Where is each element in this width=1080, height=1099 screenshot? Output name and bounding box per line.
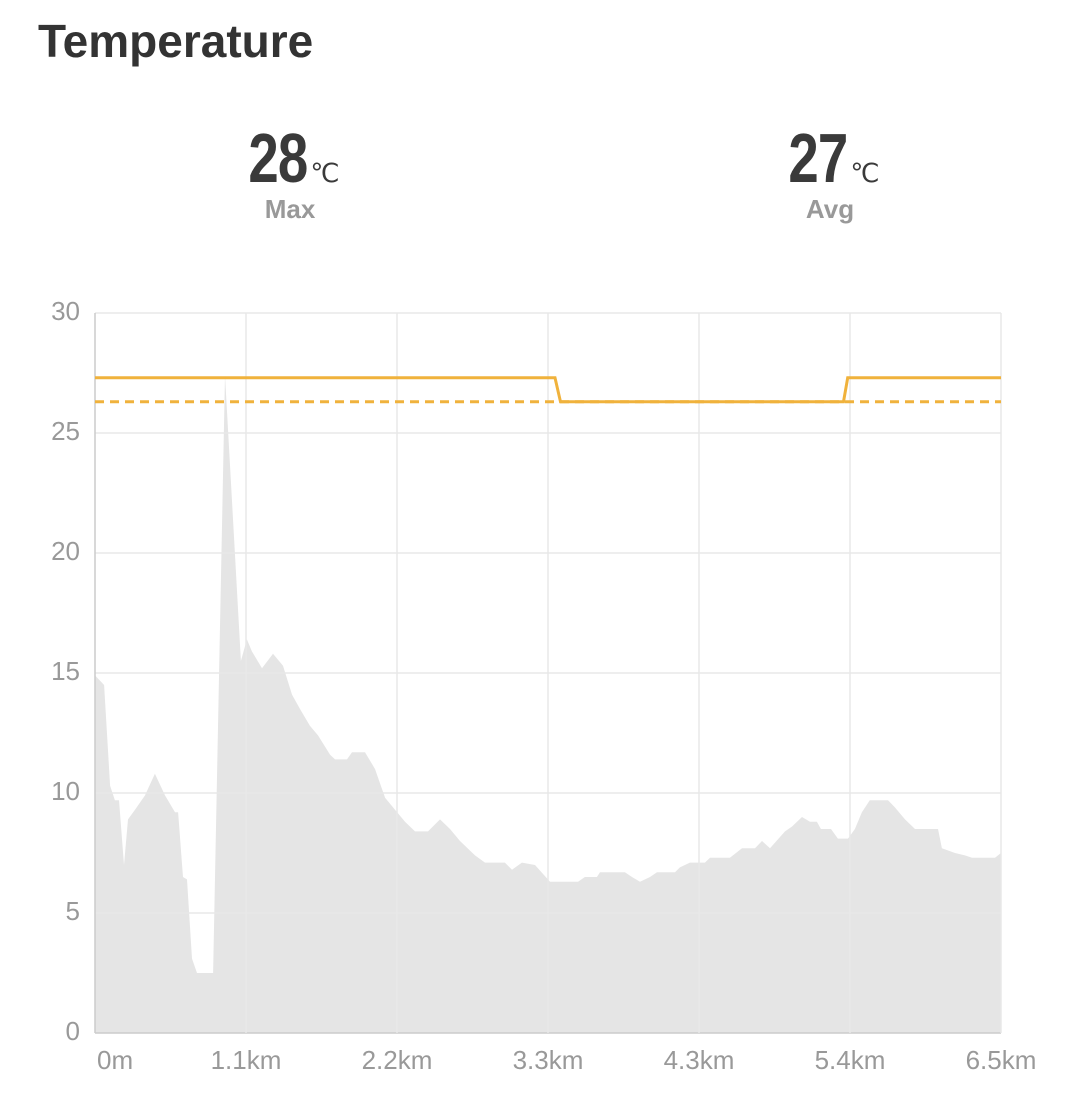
x-tick-label: 3.3km xyxy=(513,1045,584,1075)
x-tick-label: 0m xyxy=(97,1045,133,1075)
stat-unit: ℃ xyxy=(310,158,340,188)
y-tick-label: 10 xyxy=(51,776,80,806)
x-tick-label: 1.1km xyxy=(211,1045,282,1075)
x-tick-label: 5.4km xyxy=(815,1045,886,1075)
stat-label: Avg xyxy=(805,194,855,224)
stat-max: 28℃ Max xyxy=(140,118,440,225)
y-tick-label: 30 xyxy=(51,296,80,326)
stat-value: 28 xyxy=(248,119,309,197)
stat-value: 27 xyxy=(788,119,849,197)
y-tick-label: 15 xyxy=(51,656,80,686)
stat-unit: ℃ xyxy=(850,158,880,188)
x-tick-label: 4.3km xyxy=(664,1045,735,1075)
stat-avg: 27℃ Avg xyxy=(680,118,980,225)
x-tick-label: 6.5km xyxy=(966,1045,1037,1075)
page-title: Temperature xyxy=(38,15,314,67)
area xyxy=(95,375,1001,1033)
x-tick-label: 2.2km xyxy=(362,1045,433,1075)
y-tick-label: 0 xyxy=(66,1016,80,1046)
y-tick-label: 20 xyxy=(51,536,80,566)
y-tick-label: 25 xyxy=(51,416,80,446)
y-tick-label: 5 xyxy=(66,896,80,926)
stat-label: Max xyxy=(264,194,316,224)
